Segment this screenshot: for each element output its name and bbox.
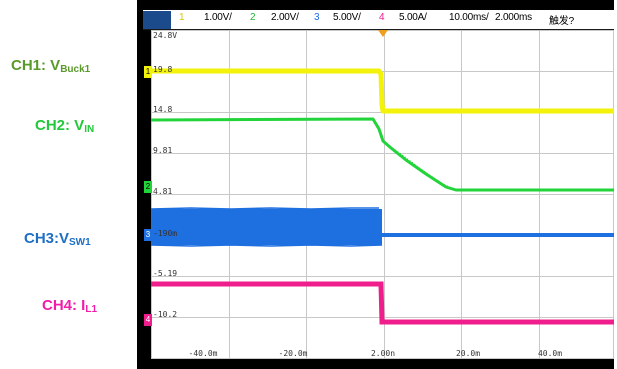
ch3-label: CH3:VSW1 <box>24 230 91 248</box>
time-tick-label: -20.0m <box>279 349 308 358</box>
ch3-label-text: CH3:V <box>24 230 70 247</box>
ch2-waveform <box>150 117 614 192</box>
ch1-waveform <box>151 68 614 114</box>
ch3-label-sub: SW1 <box>69 237 91 248</box>
ch2-ground-marker[interactable]: 2 <box>144 181 152 193</box>
oscilloscope-screen: 1 1.00V/ 2 2.00V/ 3 5.00V/ 4 5.00A/ 10.0… <box>137 0 614 369</box>
header-ch2-number[interactable]: 2 <box>250 12 256 23</box>
scale-label: -190m <box>153 229 177 238</box>
ch1-label-text: CH1: V <box>11 57 61 74</box>
ch2-label-text: CH2: V <box>35 117 85 134</box>
scope-status-bar: 1 1.00V/ 2 2.00V/ 3 5.00V/ 4 5.00A/ 10.0… <box>143 10 614 30</box>
header-ch1-number[interactable]: 1 <box>179 12 185 23</box>
scale-label: -10.2 <box>153 310 177 319</box>
trigger-position-marker[interactable] <box>378 30 388 37</box>
scale-label: 19.8 <box>153 65 172 74</box>
ch2-label-sub: IN <box>84 124 95 135</box>
header-trigger-status[interactable]: 触发? <box>549 16 574 27</box>
header-ch4-number[interactable]: 4 <box>379 12 385 23</box>
time-tick-labels: -40.0m -20.0m 2.00n 20.0m 40.0m <box>189 349 563 358</box>
scale-label: 24.8V <box>153 31 177 40</box>
ch3-top-edge <box>150 207 379 210</box>
scale-labels: 24.8V 19.8 14.8 9.81 4.81 -190m -5.19 -1… <box>153 31 177 319</box>
ch3-ground-marker[interactable]: 3 <box>144 229 152 241</box>
scale-label: 14.8 <box>153 105 172 114</box>
ch3-bottom-edge <box>150 244 383 247</box>
ch1-label: CH1: VBuck1 <box>11 57 90 75</box>
ch1-label-sub: Buck1 <box>60 64 91 75</box>
header-timebase[interactable]: 10.00ms/ <box>449 12 489 23</box>
waveform-plot-area: 24.8V 19.8 14.8 9.81 4.81 -190m -5.19 -1… <box>150 30 614 359</box>
scope-logo-block <box>143 11 171 29</box>
scale-label: 4.81 <box>153 187 172 196</box>
header-ch4-scale[interactable]: 5.00A/ <box>399 12 427 23</box>
time-tick-label: 2.00n <box>371 349 395 358</box>
ch1-ground-marker[interactable]: 1 <box>144 66 152 78</box>
scale-label: -5.19 <box>153 269 177 278</box>
header-ch2-scale[interactable]: 2.00V/ <box>271 12 299 23</box>
time-tick-label: -40.0m <box>189 349 218 358</box>
waveform-svg: 24.8V 19.8 14.8 9.81 4.81 -190m -5.19 -1… <box>150 30 614 359</box>
time-tick-label: 40.0m <box>538 349 562 358</box>
ch4-ground-marker[interactable]: 4 <box>144 314 152 326</box>
header-delay[interactable]: 2.000ms <box>495 12 532 23</box>
header-ch3-number[interactable]: 3 <box>314 12 320 23</box>
ch4-label: CH4: IL1 <box>42 297 97 315</box>
header-ch3-scale[interactable]: 5.00V/ <box>333 12 361 23</box>
ch2-label: CH2: VIN <box>35 117 94 135</box>
header-ch1-scale[interactable]: 1.00V/ <box>204 12 232 23</box>
ch2-waveform-noise <box>382 140 457 191</box>
ch4-label-sub: L1 <box>85 304 98 315</box>
ch3-switching-band <box>151 209 382 245</box>
scale-label: 9.81 <box>153 146 172 155</box>
ch4-label-text: CH4: I <box>42 297 86 314</box>
time-tick-label: 20.0m <box>456 349 480 358</box>
ch4-waveform <box>151 281 614 325</box>
